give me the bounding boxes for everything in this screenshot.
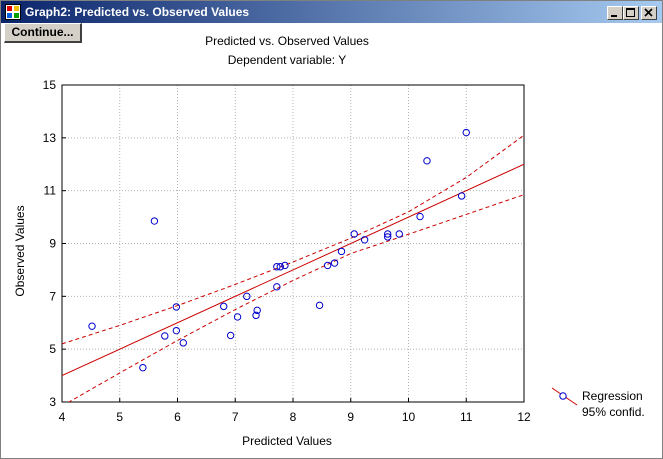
x-tick-label: 8 [290, 410, 297, 424]
y-tick-label: 13 [43, 131, 57, 145]
data-point [457, 192, 466, 200]
data-point [315, 301, 324, 310]
data-point [384, 230, 392, 238]
regression-line [62, 163, 524, 377]
x-tick-label: 4 [59, 410, 66, 424]
data-point [330, 259, 339, 267]
maximize-icon [626, 8, 635, 17]
data-point [281, 261, 289, 270]
y-tick-label: 11 [44, 184, 57, 198]
data-point [161, 332, 169, 340]
chart-title: Predicted vs. Observed Values [205, 34, 369, 48]
x-tick-label: 12 [517, 410, 531, 424]
data-point [243, 292, 251, 301]
x-tick-label: 5 [116, 410, 123, 424]
minimize-button[interactable] [607, 6, 623, 20]
title-bar[interactable]: Graph2: Predicted vs. Observed Values [1, 1, 662, 23]
data-point [172, 326, 181, 335]
x-axis-label: Predicted Values [242, 434, 332, 448]
data-point [150, 217, 159, 225]
legend-label-confidence: 95% confid. [582, 405, 645, 419]
chart-subtitle: Dependent variable: Y [228, 53, 347, 67]
data-point [395, 230, 403, 238]
legend-label-regression: Regression [582, 389, 643, 403]
data-point [253, 306, 261, 315]
data-point [350, 230, 358, 238]
data-point [276, 263, 284, 271]
data-point [423, 157, 431, 165]
x-tick-label: 7 [232, 410, 239, 424]
y-tick-label: 9 [49, 237, 56, 251]
y-tick-label: 5 [49, 342, 56, 356]
data-point [233, 313, 242, 321]
y-tick-label: 7 [49, 289, 56, 303]
data-point [360, 236, 369, 244]
data-point [462, 128, 470, 137]
minimize-icon [611, 15, 617, 17]
data-point [252, 311, 260, 320]
y-axis-label: Observed Values [13, 205, 27, 296]
data-point [139, 363, 147, 372]
x-tick-label: 9 [347, 410, 354, 424]
x-tick-label: 11 [460, 410, 473, 424]
close-button[interactable] [641, 6, 657, 20]
data-point [179, 339, 187, 347]
continue-button[interactable]: Continue... [4, 23, 82, 43]
data-point [172, 303, 181, 311]
data-point [323, 261, 332, 270]
close-icon [644, 8, 653, 17]
data-point [273, 283, 281, 291]
x-tick-label: 6 [174, 410, 181, 424]
y-tick-label: 15 [43, 78, 57, 92]
app-icon[interactable] [5, 4, 21, 20]
window-title: Graph2: Predicted vs. Observed Values [25, 5, 250, 19]
data-point [384, 233, 392, 241]
confidence-upper-line [62, 134, 524, 345]
data-point [416, 212, 424, 221]
data-point [337, 247, 346, 256]
x-tick-label: 10 [402, 410, 416, 424]
data-point [220, 302, 228, 311]
data-point [226, 331, 235, 340]
maximize-button[interactable] [623, 6, 639, 20]
confidence-lower-line [67, 194, 524, 402]
data-point [88, 322, 96, 330]
legend-regression-marker [559, 392, 567, 400]
data-point [273, 263, 281, 271]
y-tick-label: 3 [49, 395, 56, 409]
